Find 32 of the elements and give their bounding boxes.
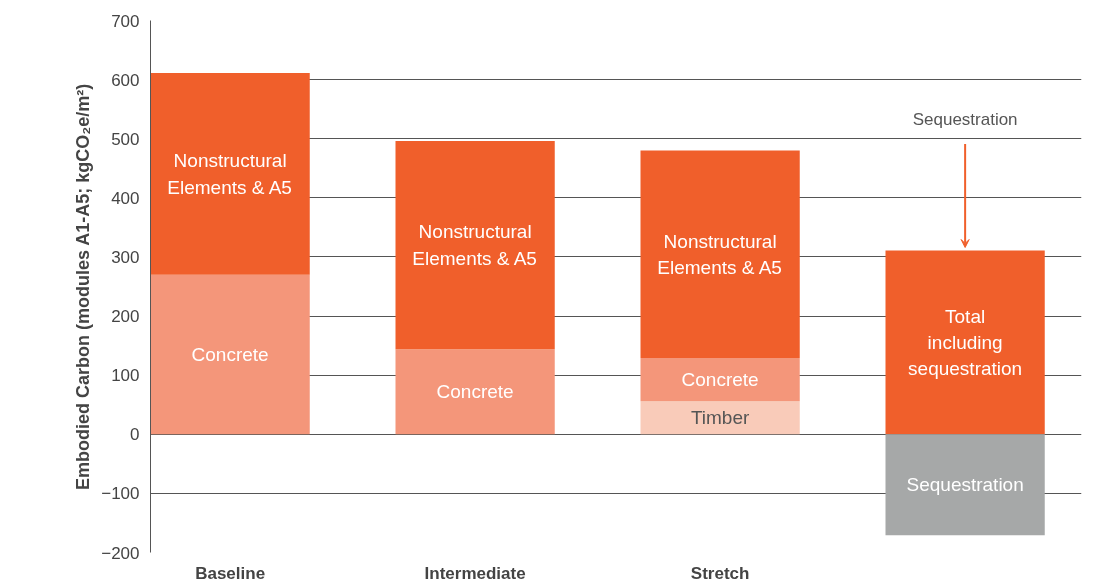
bar [640,358,800,402]
series-label: Sequestration [906,474,1024,496]
bar [150,73,310,275]
series-label: Concrete [681,369,759,391]
text: Concrete [191,343,269,365]
series-label: Timber [690,407,750,429]
bar [395,141,555,350]
y-tick-label: 200 [111,307,140,327]
x-tick-label: Baseline [195,563,266,583]
y-tick-label: 0 [130,425,140,445]
bar [885,434,1045,536]
y-tick-label: 600 [111,70,140,90]
x-tick-label: Stretch [690,563,750,583]
annotation: Sequestration [912,110,1018,130]
bar [640,401,800,435]
series-label: Total including sequestration [908,305,1023,380]
bar [640,150,800,359]
bar [150,274,310,435]
y-tick-label: 700 [111,11,140,31]
y-axis-title: Embodied Carbon (modules A1-A5; kgCO₂e/m²) [73,83,94,491]
y-tick-label: 300 [111,247,140,267]
text: Nonstructural Elements & A5 [167,150,292,198]
x-tick-label: Intermediate [424,563,526,583]
y-tick-label: −200 [101,543,140,563]
y-tick-label: 500 [111,129,140,149]
y-tick-label: 100 [111,366,140,386]
text: Concrete [436,381,514,403]
y-tick-label: −100 [101,484,140,504]
text: Nonstructural Elements & A5 [412,221,537,269]
series-label: Nonstructural Elements & A5 [657,230,782,278]
bar [395,349,555,435]
y-tick-label: 400 [111,188,140,208]
